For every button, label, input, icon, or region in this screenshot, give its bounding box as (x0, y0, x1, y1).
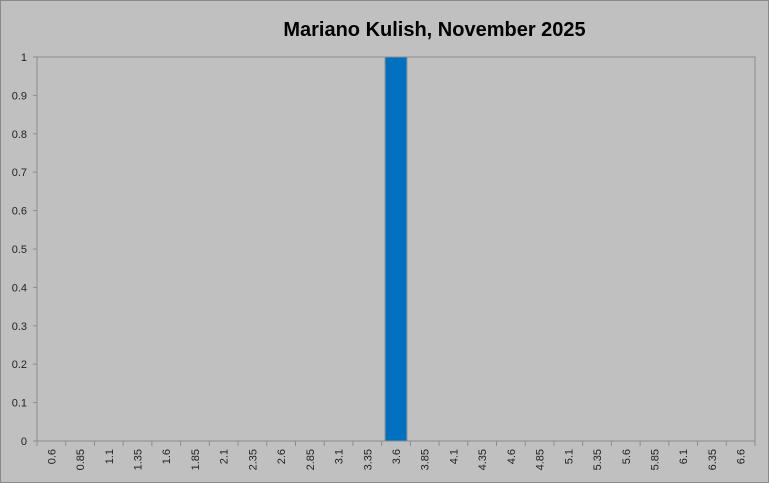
x-tick-label: 1.1 (104, 449, 116, 464)
x-tick-label: 2.35 (247, 449, 259, 470)
x-tick-label: 0.85 (75, 449, 87, 470)
x-tick-label: 5.6 (621, 449, 633, 464)
x-tick-label: 2.6 (276, 449, 288, 464)
x-tick-label: 3.1 (334, 449, 346, 464)
x-tick-label: 2.85 (305, 449, 317, 470)
y-tick-label: 0 (21, 436, 27, 448)
y-tick-label: 0.7 (12, 167, 27, 179)
y-tick-label: 0.5 (12, 244, 27, 256)
x-tick-label: 4.85 (535, 449, 547, 470)
bar (384, 56, 408, 442)
y-tick-label: 0.1 (12, 398, 27, 410)
x-tick-label: 6.1 (678, 449, 690, 464)
x-tick-label: 1.35 (133, 449, 145, 470)
x-tick-label: 6.6 (736, 449, 748, 464)
y-tick-label: 1 (21, 52, 27, 64)
y-tick-label: 0.9 (12, 90, 27, 102)
x-tick-label: 5.1 (563, 449, 575, 464)
y-tick-label: 0.3 (12, 321, 27, 333)
x-tick-label: 1.6 (161, 449, 173, 464)
x-tick-label: 1.85 (190, 449, 202, 470)
y-tick-label: 0.2 (12, 359, 27, 371)
x-tick-label: 3.85 (420, 449, 432, 470)
x-tick-label: 3.35 (362, 449, 374, 470)
x-tick-label: 5.35 (592, 449, 604, 470)
y-tick-label: 0.4 (12, 282, 27, 294)
x-tick-label: 3.6 (391, 449, 403, 464)
x-tick-label: 2.1 (219, 449, 231, 464)
x-tick-label: 6.35 (707, 449, 719, 470)
x-tick-label: 0.6 (46, 449, 58, 464)
x-tick-label: 5.85 (649, 449, 661, 470)
y-tick-label: 0.6 (12, 206, 27, 218)
y-tick-label: 0.8 (12, 129, 27, 141)
x-tick-label: 4.35 (477, 449, 489, 470)
x-tick-label: 4.6 (506, 449, 518, 464)
x-tick-label: 4.1 (448, 449, 460, 464)
chart-title: Mariano Kulish, November 2025 (283, 19, 586, 41)
